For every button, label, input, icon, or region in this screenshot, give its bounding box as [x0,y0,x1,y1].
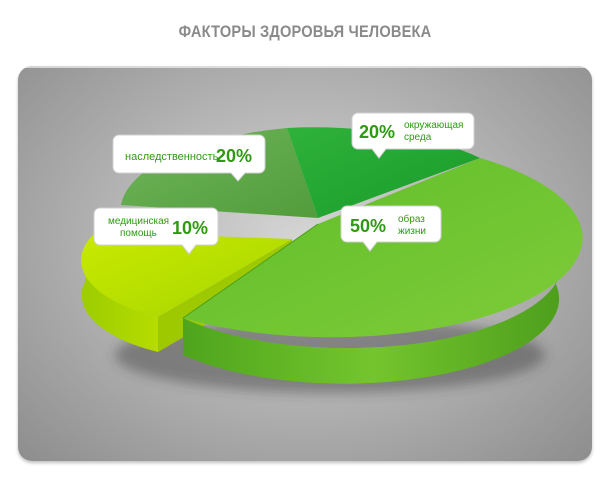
label-medical-line2: помощь [120,228,157,239]
label-heredity: наследственность 20% [112,134,266,182]
slice-lifestyle [183,158,583,338]
label-environment-value: 20% [359,122,395,142]
page-title: ФАКТОРЫ ЗДОРОВЬЯ ЧЕЛОВЕКА [178,22,432,41]
label-heredity-text: наследственность [125,151,219,163]
label-medical: медицинская помощь 10% [93,207,219,255]
callout-box [351,112,475,159]
slice-environment [287,127,480,218]
slice-medical-side [81,245,158,352]
label-heredity-value: 20% [216,146,252,166]
pie-slices [81,127,583,384]
label-lifestyle-value: 50% [350,216,386,236]
label-environment-line2: среда [404,132,432,143]
slice-medical [81,232,292,317]
label-environment: 20% окружающая среда [351,112,475,159]
slice-edge [182,223,319,319]
callout-box [340,205,442,252]
label-lifestyle-line2: жизни [398,226,426,237]
label-medical-line1: медицинская [108,216,169,227]
label-environment-line1: окружающая [404,120,463,131]
slice-lifestyle-side [183,224,563,384]
label-lifestyle-line1: образ [398,213,425,225]
label-medical-value: 10% [172,218,208,238]
callout-box [112,134,266,182]
callout-box [93,207,219,255]
label-lifestyle: 50% образ жизни [340,205,442,252]
